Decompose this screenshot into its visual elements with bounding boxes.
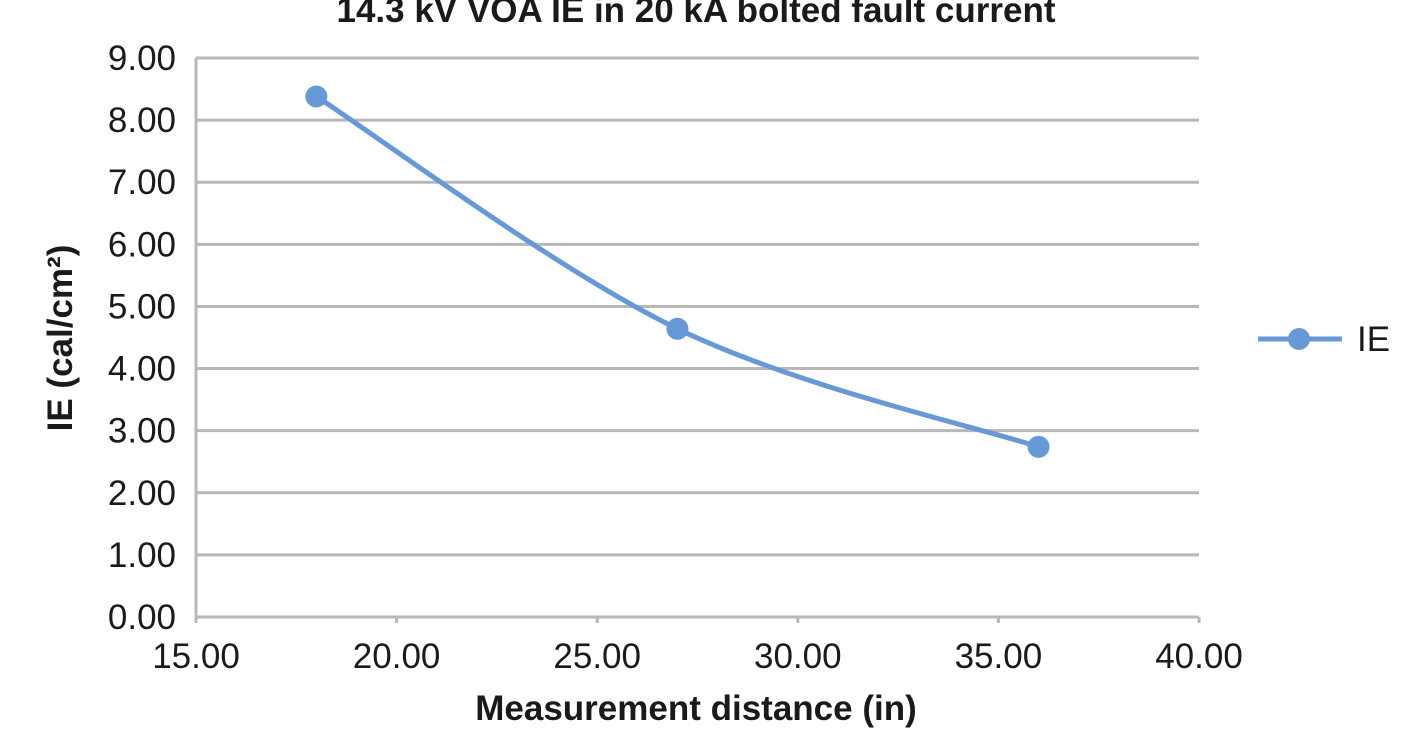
x-tick-label: 20.00 — [353, 637, 441, 676]
gridlines — [196, 56, 1199, 557]
series-layer — [305, 85, 1050, 458]
y-tick-label: 4.00 — [108, 350, 176, 389]
legend-label-ie: IE — [1357, 320, 1390, 359]
series-line-ie — [313, 94, 1042, 450]
x-axis-title: Measurement distance (in) — [475, 689, 917, 728]
legend-marker-ie — [1288, 328, 1310, 350]
y-tick-label: 3.00 — [108, 412, 176, 451]
y-tick-label: 8.00 — [108, 101, 176, 140]
y-tick-label: 2.00 — [108, 474, 176, 513]
y-tick-label: 7.00 — [108, 163, 176, 202]
data-point — [666, 317, 689, 340]
y-tick-label: 5.00 — [108, 287, 176, 326]
x-tick-label: 15.00 — [152, 637, 240, 676]
x-tick-label: 25.00 — [553, 637, 641, 676]
data-point — [1027, 435, 1050, 458]
x-tick-label: 35.00 — [955, 637, 1043, 676]
y-axis-title: IE (cal/cm²) — [41, 245, 80, 432]
y-axis-ticks: 0.00 1.00 2.00 3.00 4.00 5.00 6.00 7.00 8.00 9.00 — [108, 39, 176, 637]
x-axis-ticks: 15.00 20.00 25.00 30.00 35.00 40.00 — [152, 637, 1243, 676]
axes — [194, 58, 1201, 623]
x-tick-label: 40.00 — [1155, 637, 1243, 676]
y-tick-label: 1.00 — [108, 536, 176, 575]
data-point — [305, 85, 328, 108]
legend: IE — [1258, 320, 1390, 359]
y-tick-label: 0.00 — [108, 598, 176, 637]
y-tick-label: 6.00 — [108, 225, 176, 264]
y-tick-label: 9.00 — [108, 39, 176, 78]
x-tick-label: 30.00 — [754, 637, 842, 676]
chart-title: 14.3 kV VOA IE in 20 kA bolted fault cur… — [337, 0, 1056, 30]
